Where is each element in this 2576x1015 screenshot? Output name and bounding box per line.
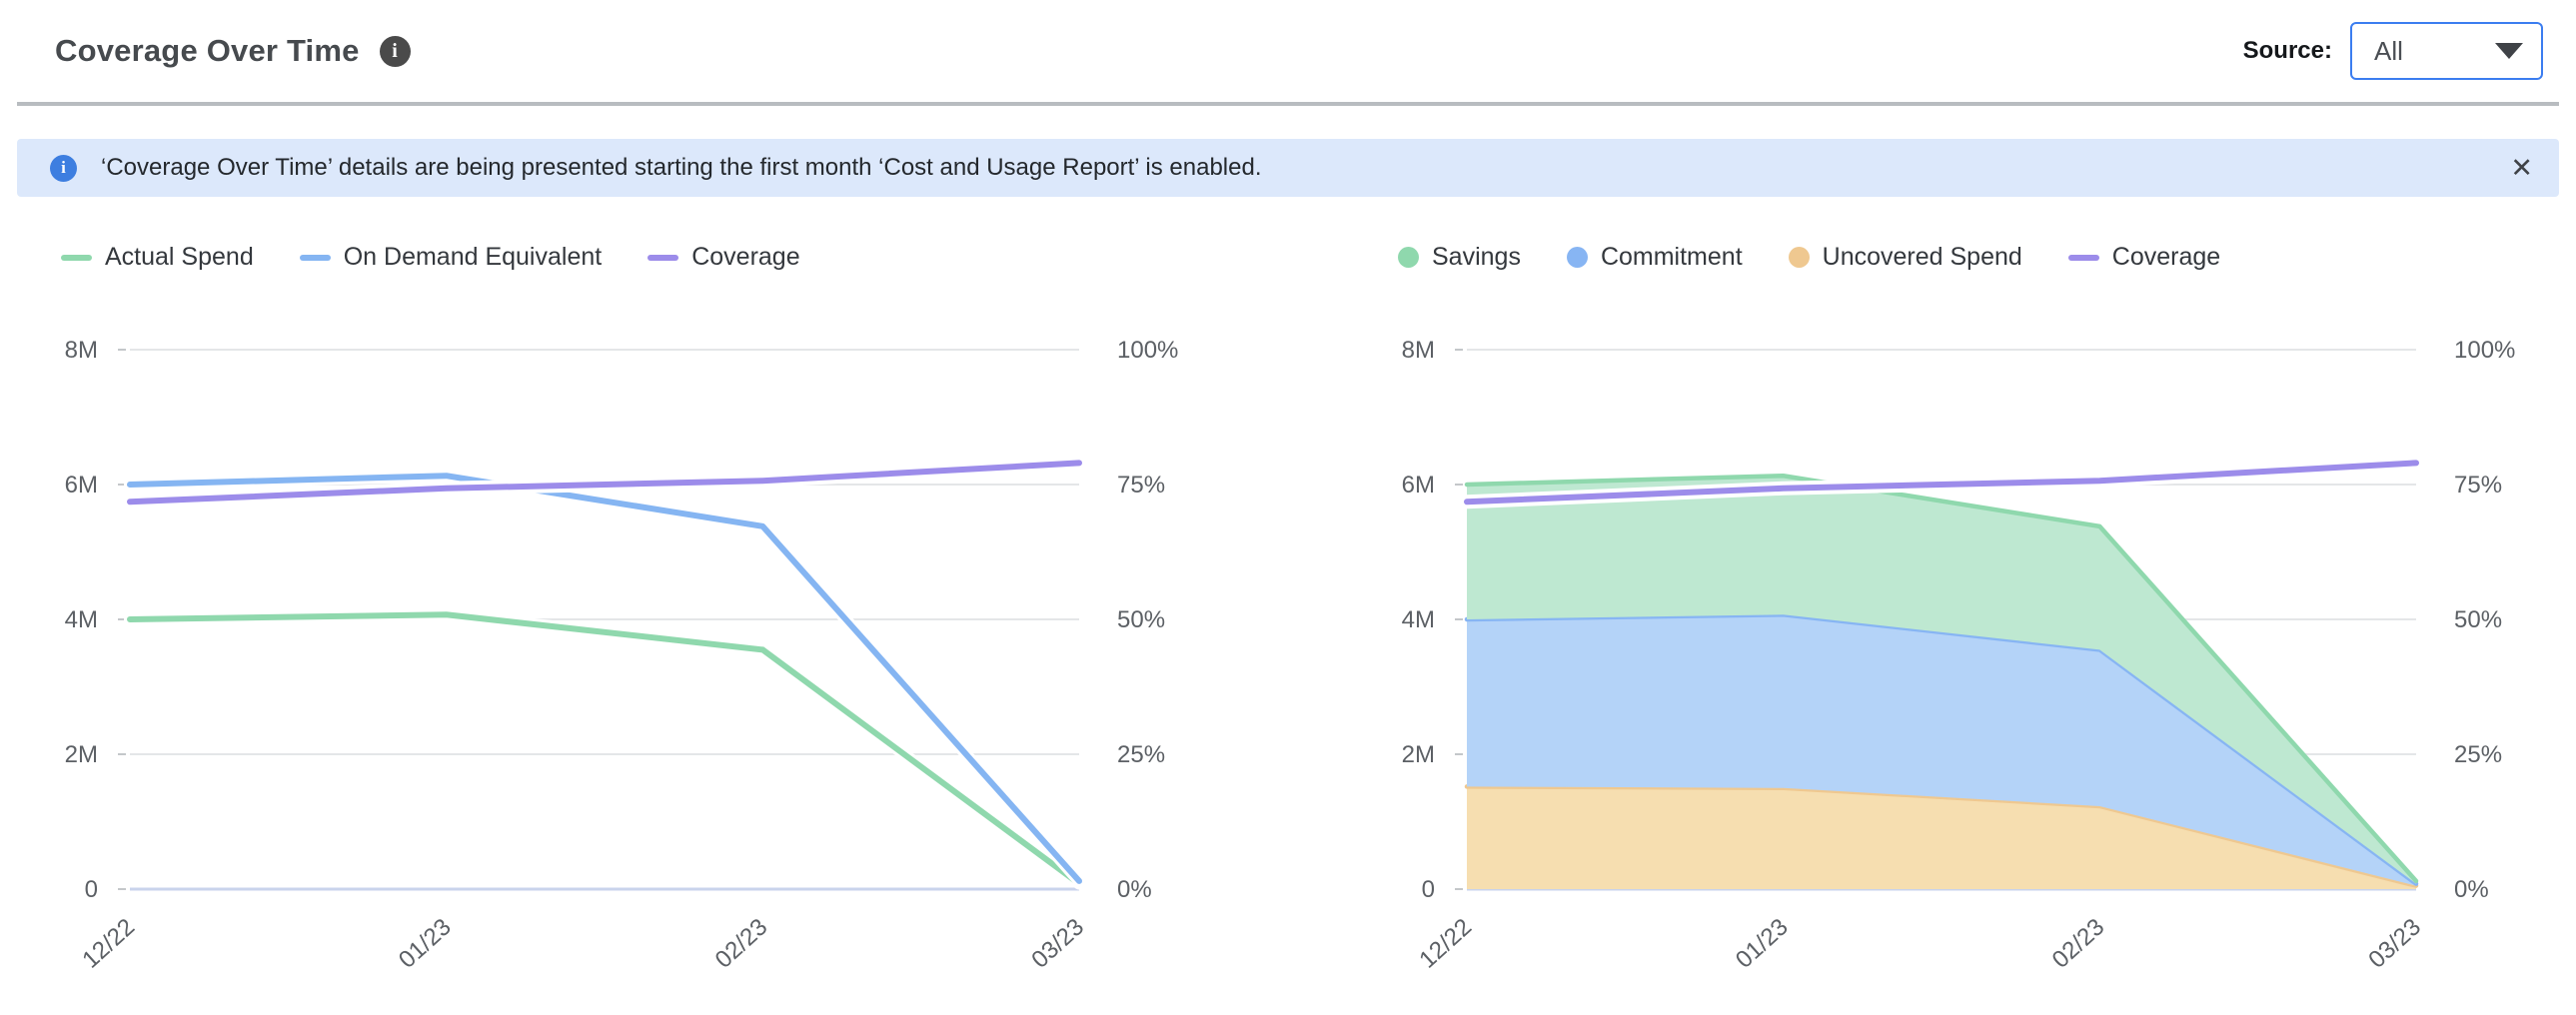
svg-text:03/23: 03/23 xyxy=(1026,913,1089,973)
svg-text:75%: 75% xyxy=(2454,472,2502,499)
legend-label: Actual Spend xyxy=(105,243,254,271)
info-icon[interactable]: i xyxy=(379,35,411,67)
chevron-down-icon xyxy=(2495,43,2523,59)
page-title: Coverage Over Time xyxy=(55,33,360,68)
svg-text:0%: 0% xyxy=(2454,876,2489,903)
line-swatch-icon xyxy=(61,254,92,261)
source-dropdown[interactable]: All xyxy=(2350,22,2543,80)
source-filter: Source: All xyxy=(2243,22,2543,80)
legend-item-coverage[interactable]: Coverage xyxy=(647,243,800,272)
legend-item-coverage[interactable]: Coverage xyxy=(2067,243,2221,272)
panel-header: Coverage Over Time i Source: All xyxy=(0,0,2576,102)
svg-text:12/22: 12/22 xyxy=(1414,913,1477,973)
svg-text:0: 0 xyxy=(1422,876,1435,903)
legend-label: Savings xyxy=(1432,243,1521,271)
svg-text:50%: 50% xyxy=(2454,606,2502,633)
svg-text:2M: 2M xyxy=(1402,741,1435,768)
legend-item-uncovered-spend[interactable]: Uncovered Spend xyxy=(1788,243,2022,272)
svg-text:02/23: 02/23 xyxy=(710,913,773,973)
legend-item-actual-spend[interactable]: Actual Spend xyxy=(61,243,254,272)
svg-text:02/23: 02/23 xyxy=(2047,913,2110,973)
svg-text:4M: 4M xyxy=(65,606,98,633)
line-swatch-icon xyxy=(647,254,679,261)
legend-item-savings[interactable]: Savings xyxy=(1398,243,1521,272)
svg-text:0%: 0% xyxy=(1117,876,1152,903)
legend-item-on-demand-equivalent[interactable]: On Demand Equivalent xyxy=(299,243,603,272)
savings-stacked-plot[interactable]: 8M 100% 6M 75% 4M 50% 2M 25% 0 0% 12/22 01/23 02/23 0… xyxy=(1377,274,2536,983)
savings-stacked-chart: Savings Commitment Uncovered Spend Coverage… xyxy=(1377,241,2536,983)
spend-lines-plot[interactable]: 8M 100% 6M 75% 4M 50% 2M 25% 0 0% 12/22 01/23 02/23 0… xyxy=(40,274,1199,983)
title-wrap: Coverage Over Time i xyxy=(55,33,411,69)
info-banner: i ‘Coverage Over Time’ details are being… xyxy=(17,139,2559,197)
svg-text:8M: 8M xyxy=(1402,337,1435,364)
info-icon: i xyxy=(50,154,77,182)
circle-swatch-icon xyxy=(1398,247,1419,268)
legend-label: On Demand Equivalent xyxy=(343,243,603,271)
svg-text:75%: 75% xyxy=(1117,472,1165,499)
svg-text:4M: 4M xyxy=(1402,606,1435,633)
svg-text:8M: 8M xyxy=(65,337,98,364)
svg-text:03/23: 03/23 xyxy=(2363,913,2426,973)
close-icon[interactable]: ✕ xyxy=(2510,152,2533,183)
charts-row: Actual Spend On Demand Equivalent Coverage… xyxy=(0,241,2576,983)
legend-label: Coverage xyxy=(691,243,800,271)
svg-text:100%: 100% xyxy=(1117,337,1178,364)
svg-text:6M: 6M xyxy=(1402,472,1435,499)
svg-text:6M: 6M xyxy=(65,472,98,499)
info-banner-text: ‘Coverage Over Time’ details are being p… xyxy=(101,154,1262,181)
svg-text:01/23: 01/23 xyxy=(394,913,457,973)
legend-label: Commitment xyxy=(1600,243,1743,271)
svg-text:25%: 25% xyxy=(1117,741,1165,768)
spend-lines-legend: Actual Spend On Demand Equivalent Coverage xyxy=(61,241,1199,274)
source-label: Source: xyxy=(2242,37,2332,64)
svg-text:25%: 25% xyxy=(2454,741,2502,768)
svg-text:2M: 2M xyxy=(65,741,98,768)
svg-text:12/22: 12/22 xyxy=(77,913,140,973)
line-swatch-icon xyxy=(299,254,331,261)
line-swatch-icon xyxy=(2067,254,2099,261)
legend-item-commitment[interactable]: Commitment xyxy=(1566,243,1743,272)
circle-swatch-icon xyxy=(1788,247,1810,268)
svg-text:01/23: 01/23 xyxy=(1731,913,1794,973)
spend-lines-chart: Actual Spend On Demand Equivalent Coverage… xyxy=(40,241,1199,983)
source-dropdown-value: All xyxy=(2374,35,2403,66)
header-divider xyxy=(17,102,2559,106)
legend-label: Uncovered Spend xyxy=(1822,243,2022,271)
svg-text:0: 0 xyxy=(85,876,98,903)
circle-swatch-icon xyxy=(1566,247,1588,268)
svg-text:100%: 100% xyxy=(2454,337,2515,364)
savings-stacked-legend: Savings Commitment Uncovered Spend Coverage xyxy=(1398,241,2536,274)
svg-text:50%: 50% xyxy=(1117,606,1165,633)
legend-label: Coverage xyxy=(2111,243,2221,271)
